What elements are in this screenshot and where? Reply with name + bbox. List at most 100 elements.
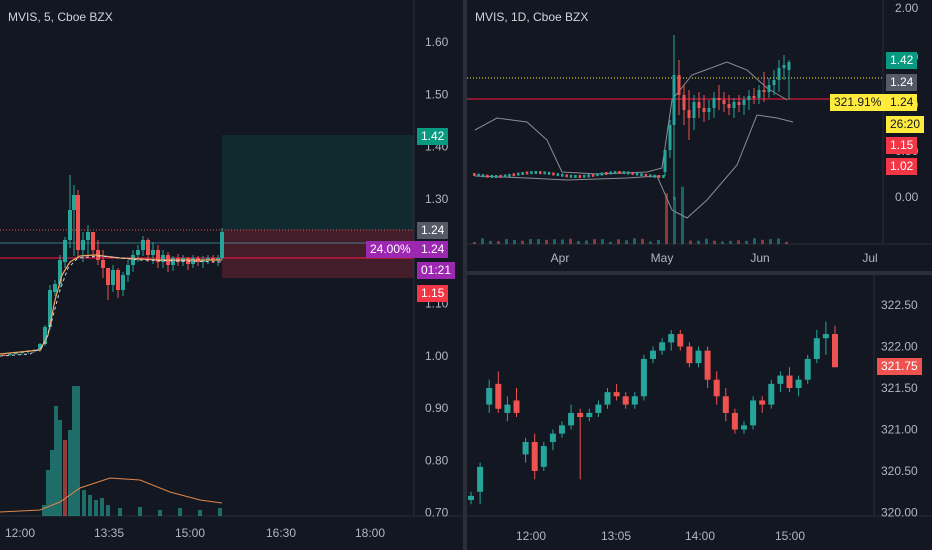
daily-candle: [556, 173, 560, 177]
br-y-tick-label: 321.50: [881, 381, 918, 395]
candle: [48, 290, 52, 327]
intraday-candle: [504, 404, 511, 413]
intraday-candle: [795, 379, 802, 388]
daily-volume-bar: [777, 238, 780, 244]
br-x-tick-label: 13:05: [601, 529, 631, 543]
intraday-candle: [650, 350, 656, 359]
candle: [2, 355, 6, 356]
volume-bar: [106, 505, 110, 516]
candle: [141, 240, 145, 250]
top-right-chart-title: MVIS, 1D, Cboe BZX: [475, 10, 589, 24]
daily-volume-bar: [681, 186, 684, 244]
daily-volume-bar: [689, 240, 692, 244]
horizontal-divider[interactable]: [467, 271, 932, 275]
intraday-candle: [777, 375, 784, 384]
daily-candle: [481, 174, 485, 178]
daily-candle: [644, 173, 648, 177]
daily-volume-bar: [705, 238, 708, 244]
intraday-candle: [577, 412, 584, 418]
bottom-right-chart-canvas[interactable]: 322.50 322.00 321.50 321.00 320.50 320.00 12:0…: [467, 275, 932, 550]
left-x-tick-label: 16:30: [266, 526, 296, 540]
daily-candle: [777, 68, 781, 80]
left-percent-price-tag: 1.24: [417, 241, 449, 258]
daily-volume-bar: [521, 240, 524, 244]
tr-x-tick-label: Apr: [551, 251, 570, 265]
daily-candle: [569, 174, 573, 178]
left-x-tick-label: 15:00: [175, 526, 205, 540]
daily-volume-bar: [641, 238, 644, 244]
daily-volume-bar: [537, 238, 540, 244]
daily-candle: [653, 174, 656, 178]
intraday-candle: [531, 441, 538, 471]
intraday-candle: [722, 396, 729, 413]
daily-candle: [707, 108, 711, 112]
daily-candle: [605, 171, 608, 175]
candle: [201, 260, 205, 262]
volume-bar: [72, 386, 76, 516]
daily-candle: [503, 174, 507, 178]
left-stop-price-tag: 1.15: [417, 285, 449, 302]
volume-bar: [198, 510, 202, 516]
tr-tag-1: 1.42: [886, 52, 918, 69]
intraday-candle: [495, 383, 502, 409]
volume-bar: [58, 420, 62, 516]
volume-bar: [54, 406, 58, 516]
candle: [161, 255, 165, 262]
br-y-tick-label: 322.50: [881, 298, 918, 312]
intraday-candle: [804, 358, 811, 380]
daily-candle: [490, 174, 494, 178]
candle: [191, 258, 195, 264]
br-y-tick-label: 322.00: [881, 340, 918, 354]
daily-candle: [495, 174, 498, 178]
left-chart-pane[interactable]: 1.601.501.401.301.201.101.000.900.800.70…: [0, 0, 463, 550]
candle: [151, 250, 155, 255]
br-x-tick-label: 15:00: [775, 529, 805, 543]
candle: [86, 232, 90, 240]
tr-x-tick-label: Jun: [750, 251, 769, 265]
candle: [121, 275, 125, 290]
daily-candle: [512, 173, 516, 177]
daily-candle: [747, 96, 751, 100]
daily-candle: [609, 171, 612, 175]
br-x-tick-label: 14:00: [685, 529, 715, 543]
daily-candle: [543, 171, 546, 175]
candle: [43, 327, 47, 344]
daily-candle: [772, 80, 776, 85]
daily-volume-bar: [545, 239, 548, 244]
daily-volume-bar: [553, 239, 556, 244]
left-percent-tag: 24.00%: [366, 241, 417, 258]
daily-candle: [702, 108, 706, 112]
intraday-candle: [631, 396, 638, 405]
intraday-candle: [822, 334, 829, 339]
tr-x-tick-label: May: [651, 251, 674, 265]
daily-volume-bar: [649, 241, 652, 244]
daily-candle: [552, 172, 555, 176]
daily-volume-bar: [513, 239, 516, 244]
left-chart-canvas[interactable]: 1.601.501.401.301.201.101.000.900.800.70…: [0, 0, 463, 550]
candle: [126, 265, 130, 275]
daily-candle: [627, 171, 630, 175]
intraday-candle: [668, 334, 675, 343]
vertical-divider[interactable]: [463, 0, 467, 550]
volume-bar: [82, 490, 86, 516]
daily-volume-bar: [761, 239, 764, 244]
bottom-right-chart-pane[interactable]: 322.50 322.00 321.50 321.00 320.50 320.00 12:0…: [467, 275, 932, 550]
volume-bar: [118, 508, 122, 516]
daily-candle: [649, 174, 652, 178]
candle: [63, 240, 67, 262]
daily-candle: [486, 174, 489, 178]
intraday-candle: [695, 350, 702, 364]
daily-candle: [600, 172, 604, 176]
daily-candle: [737, 102, 741, 105]
candle: [20, 352, 24, 353]
candle: [72, 195, 76, 210]
daily-volume-bar: [673, 196, 676, 244]
intraday-candle: [786, 375, 793, 388]
volume-bar: [88, 495, 92, 516]
daily-candle: [732, 102, 736, 108]
daily-volume-bar: [529, 238, 532, 244]
bollinger-lower: [474, 114, 794, 219]
daily-candle: [631, 171, 634, 175]
